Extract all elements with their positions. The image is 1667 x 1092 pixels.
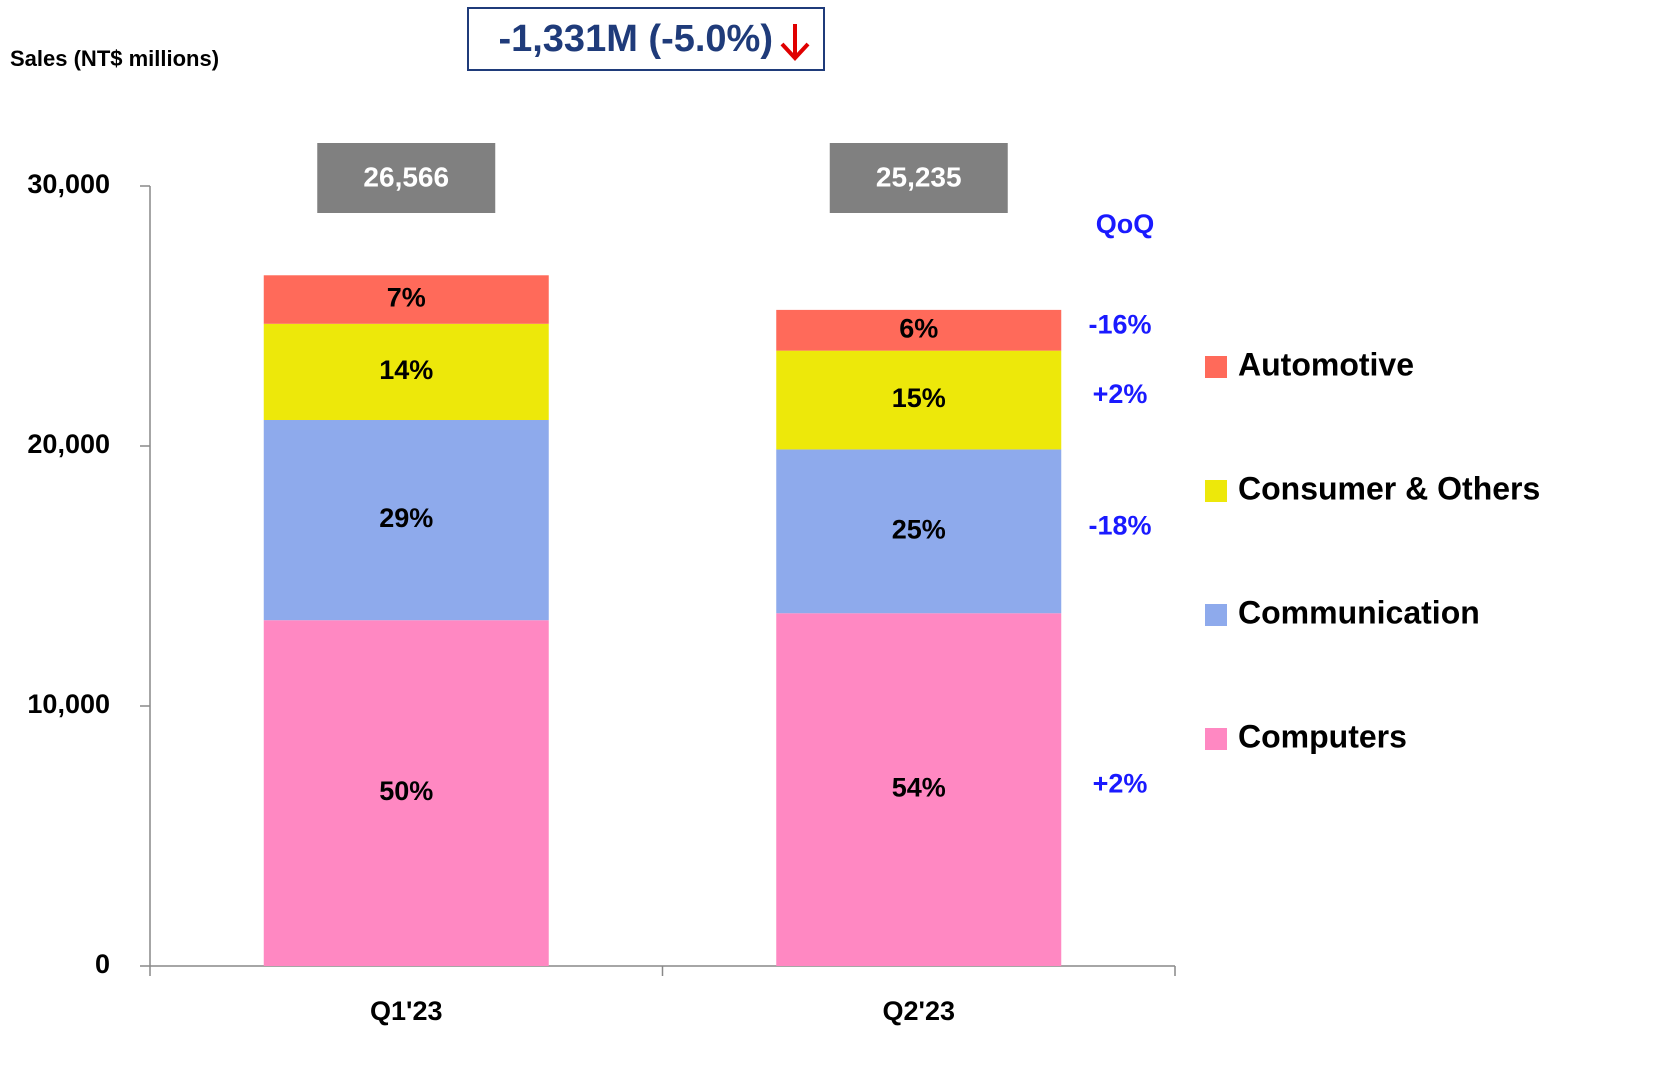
bar-segment	[263, 420, 549, 621]
total-label: 25,235	[876, 161, 962, 192]
x-tick-label: Q1'23	[370, 996, 442, 1026]
y-tick-label: 30,000	[27, 169, 110, 199]
change-label: -16%	[1088, 309, 1151, 339]
legend-swatch	[1205, 728, 1227, 750]
change-label: +2%	[1093, 379, 1148, 409]
legend-swatch	[1205, 356, 1227, 378]
total-label: 26,566	[363, 161, 449, 192]
data-label: 25%	[892, 514, 946, 544]
total-box	[829, 143, 1008, 213]
legend-swatch	[1205, 604, 1227, 626]
total-box	[317, 143, 496, 213]
data-label: 6%	[899, 313, 938, 343]
legend-label: Computers	[1238, 718, 1407, 754]
data-label: 29%	[379, 503, 433, 533]
y-tick-label: 10,000	[27, 689, 110, 719]
data-label: 15%	[892, 383, 946, 413]
data-label: 50%	[379, 776, 433, 806]
y-tick-label: 0	[95, 949, 110, 979]
bar-segment	[263, 620, 549, 966]
legend-label: Communication	[1238, 594, 1480, 630]
change-label: -18%	[1088, 510, 1151, 540]
data-label: 7%	[387, 283, 426, 313]
chart-title: -1,331M (-5.0%)	[498, 18, 773, 60]
bar-segment	[776, 350, 1062, 450]
legend-label: Consumer & Others	[1238, 470, 1540, 506]
data-label: 14%	[379, 355, 433, 385]
bar-segment	[263, 323, 549, 420]
data-label: 54%	[892, 773, 946, 803]
bar-segment	[776, 309, 1062, 351]
legend-label: Automotive	[1238, 346, 1414, 382]
bar-segment	[776, 449, 1062, 614]
y-axis-label: Sales (NT$ millions)	[10, 46, 219, 71]
down-arrow	[780, 24, 810, 61]
change-heading: QoQ	[1096, 209, 1155, 239]
change-label: +2%	[1093, 769, 1148, 799]
legend-swatch	[1205, 480, 1227, 502]
bar-segment	[776, 613, 1062, 966]
x-tick-label: Q2'23	[883, 996, 955, 1026]
y-tick-label: 20,000	[27, 429, 110, 459]
title-box	[467, 7, 825, 71]
bar-segment	[263, 275, 549, 324]
